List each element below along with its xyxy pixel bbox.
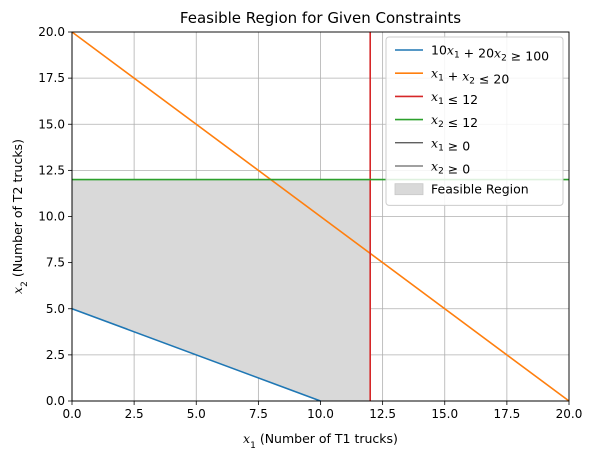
x-tick-label: 7.5 xyxy=(249,407,268,421)
legend-label: x1 ≤ 12 xyxy=(431,89,478,107)
x-tick-label: 10.0 xyxy=(307,407,334,421)
x-tick-label: 15.0 xyxy=(431,407,458,421)
x-tick-label: 0.0 xyxy=(62,407,81,421)
y-tick-label: 0.0 xyxy=(46,394,65,408)
legend-label: x1 + x2 ≤ 20 xyxy=(431,66,509,87)
series-line-2 xyxy=(71,31,570,402)
legend-label: Feasible Region xyxy=(431,182,529,197)
feasible-region-area xyxy=(72,179,371,401)
region-layer xyxy=(72,179,371,401)
y-tick-label: 20.0 xyxy=(38,25,65,39)
axis-ticks: 0.0 2.5 5.0 7.5 10.0 12.5 15.0 17.5 20.0 0.0 2.5 5.… xyxy=(38,25,582,421)
y-axis-title: x2 (Number of T2 trucks) xyxy=(10,139,30,294)
y-tick-label: 5.0 xyxy=(46,302,65,316)
x-tick-label: 17.5 xyxy=(494,407,521,421)
y-tick-label: 10.0 xyxy=(38,210,65,224)
legend-box xyxy=(385,36,564,206)
legend-label: x1 ≥ 0 xyxy=(431,135,470,153)
legend-label: 10x1 + 20x2 ≥ 100 xyxy=(431,43,549,64)
x-axis-title: x1 (Number of T1 trucks) xyxy=(243,431,398,451)
x-tick-label: 20.0 xyxy=(556,407,583,421)
y-tick-label: 17.5 xyxy=(38,71,65,85)
legend-label: x2 ≤ 12 xyxy=(431,112,478,130)
legend-label: x2 ≥ 0 xyxy=(431,159,470,177)
series-line-1 xyxy=(71,308,321,402)
legend-swatch xyxy=(394,183,424,196)
chart-title: Feasible Region for Given Constraints xyxy=(180,9,461,27)
x-tick-label: 12.5 xyxy=(369,407,396,421)
y-tick-label: 12.5 xyxy=(38,163,65,177)
y-tick-label: 2.5 xyxy=(46,348,65,362)
x-tick-label: 5.0 xyxy=(187,407,206,421)
y-tick-label: 15.0 xyxy=(38,117,65,131)
x-tick-label: 2.5 xyxy=(125,407,144,421)
y-tick-label: 7.5 xyxy=(46,256,65,270)
